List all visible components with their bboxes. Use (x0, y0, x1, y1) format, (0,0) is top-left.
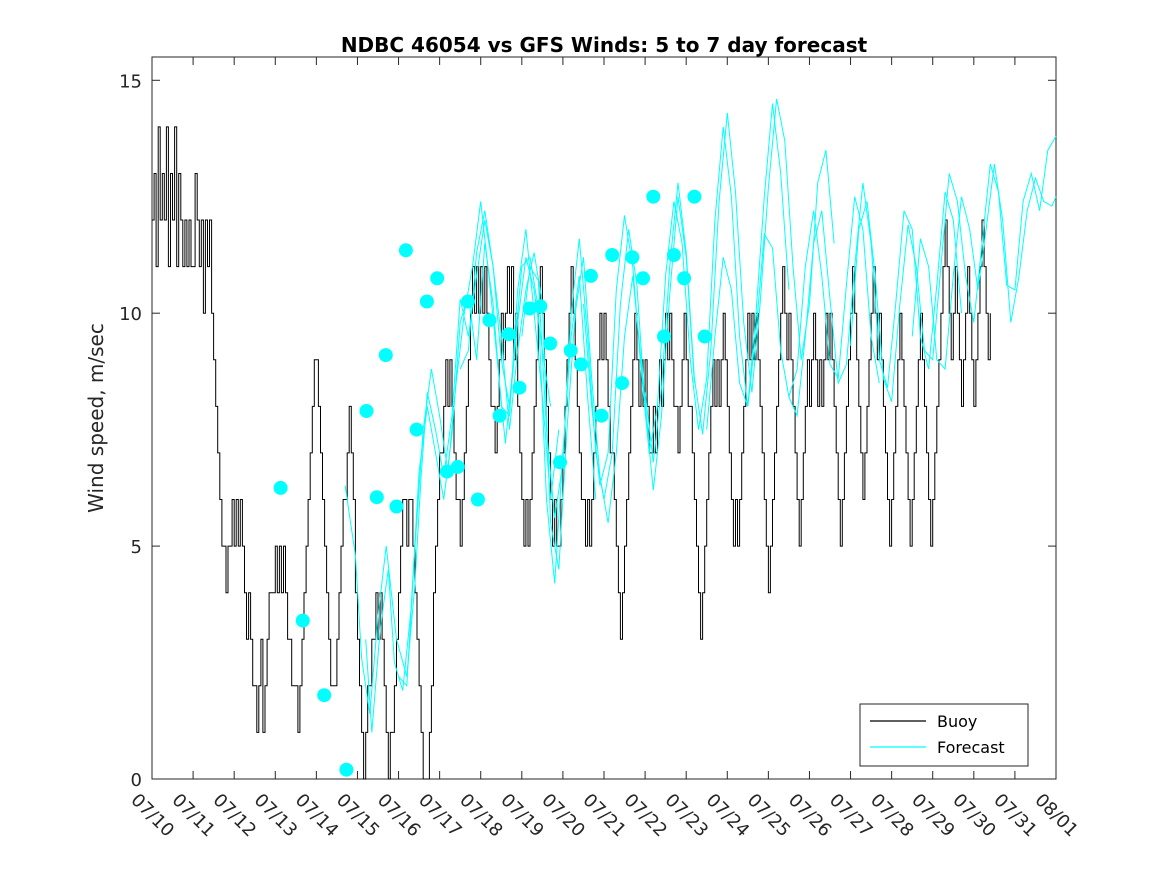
forecast-marker (492, 408, 507, 423)
forecast-markers (273, 189, 712, 777)
y-tick-label: 5 (131, 537, 142, 558)
forecast-line (706, 196, 880, 430)
forecast-marker (369, 490, 384, 505)
forecast-marker (398, 243, 413, 258)
forecast-line (644, 98, 835, 463)
legend-label-forecast: Forecast (937, 738, 1005, 757)
forecast-marker (657, 329, 671, 344)
forecast-marker (646, 189, 661, 204)
forecast-marker (636, 271, 650, 286)
forecast-marker (512, 380, 527, 395)
forecast-line (344, 219, 552, 714)
forecast-marker (687, 189, 702, 204)
forecast-marker (533, 299, 548, 314)
forecast-line (788, 182, 962, 418)
forecast-series (344, 98, 1057, 733)
forecast-marker (389, 499, 404, 514)
forecast-marker (317, 688, 332, 703)
legend: Buoy Forecast (859, 703, 1029, 767)
forecast-marker (501, 327, 516, 342)
forecast-line (521, 196, 695, 519)
forecast-marker (409, 422, 424, 437)
forecast-marker (677, 271, 692, 286)
forecast-marker (594, 408, 609, 423)
forecast-marker (625, 250, 640, 265)
y-axis-label: Wind speed, m/sec (84, 323, 108, 513)
y-tick-label: 15 (119, 71, 142, 92)
forecast-line (583, 103, 790, 486)
y-tick-label: 10 (119, 304, 142, 325)
forecast-marker (615, 376, 630, 391)
y-tick-label: 0 (131, 770, 142, 791)
forecast-marker (563, 343, 578, 358)
forecast-marker (553, 455, 567, 470)
forecast-marker (574, 357, 588, 372)
legend-box (859, 703, 1029, 767)
forecast-marker (339, 762, 354, 777)
forecast-marker (359, 404, 374, 418)
forecast-line (850, 135, 1057, 402)
chart-title: NDBC 46054 vs GFS Winds: 5 to 7 day fore… (341, 33, 868, 57)
legend-label-buoy: Buoy (937, 712, 977, 731)
forecast-marker (697, 329, 712, 344)
buoy-series (152, 126, 991, 780)
forecast-marker (470, 492, 485, 507)
forecast-marker (295, 613, 310, 628)
forecast-marker (450, 459, 465, 474)
forecast-line (911, 164, 1057, 371)
forecast-marker (482, 313, 497, 328)
forecast-marker (543, 336, 558, 351)
forecast-marker (583, 268, 598, 283)
forecast-marker (666, 248, 681, 262)
forecast-marker (419, 294, 434, 309)
forecast-marker (461, 294, 475, 309)
forecast-line (459, 210, 650, 570)
forecast-marker (605, 248, 620, 262)
forecast-line (365, 229, 560, 733)
forecast-line (398, 201, 597, 688)
forecast-marker (378, 348, 393, 363)
buoy-line (152, 126, 991, 780)
forecast-marker (430, 271, 445, 286)
forecast-marker (273, 480, 288, 495)
